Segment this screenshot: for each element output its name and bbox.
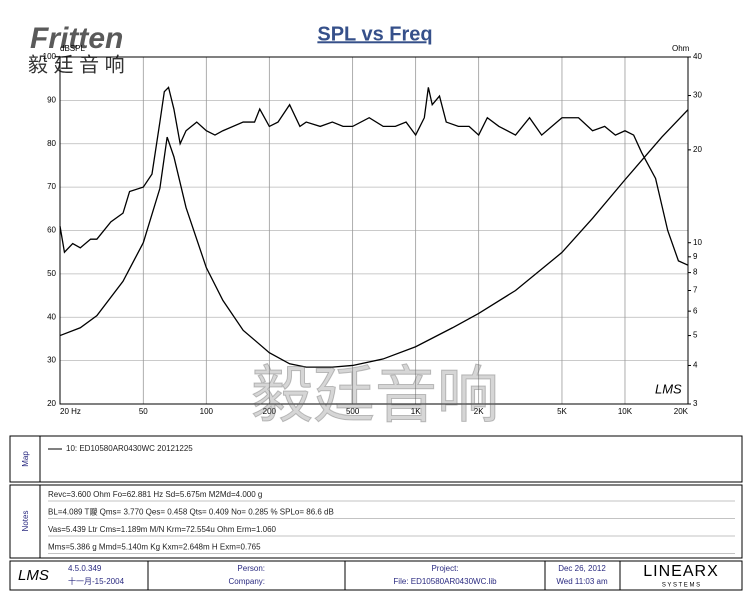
y2-tick-label: 10 — [693, 238, 702, 247]
y2-tick-label: 4 — [693, 361, 698, 370]
logo: Fritten — [30, 22, 123, 55]
y2-tick-label: 6 — [693, 306, 698, 315]
y-tick-label: 30 — [47, 356, 56, 365]
brand-sub: S Y S T E M S — [662, 583, 700, 589]
brand: LINEARX — [643, 563, 718, 580]
y-tick-label: 60 — [47, 226, 56, 235]
x-tick-label: 50 — [139, 407, 148, 416]
y-tick-label: 100 — [43, 52, 57, 61]
note-line: Vas=5.439 Ltr Cms=1.189m M/N Krm=72.554u… — [48, 525, 277, 534]
x-tick-label: 20K — [674, 407, 689, 416]
map-panel — [9, 435, 743, 483]
y-tick-label: 50 — [47, 269, 56, 278]
y2-tick-label: 5 — [693, 331, 698, 340]
footer-logo: LMS — [18, 567, 49, 584]
chart-title: SPL vs Freq — [317, 23, 432, 45]
y-tick-label: 80 — [47, 139, 56, 148]
date: Dec 26, 2012 — [558, 564, 606, 573]
y2-tick-label: 7 — [693, 286, 698, 295]
y-tick-label: 20 — [47, 399, 56, 408]
map-label: Map — [21, 451, 30, 467]
y2-tick-label: 3 — [693, 399, 698, 408]
logo-cn: 毅 廷 音 响 — [28, 53, 125, 76]
series-line — [59, 109, 689, 368]
y2-tick-label: 8 — [693, 268, 698, 277]
x-tick-label: 2K — [474, 407, 484, 416]
x-tick-label: 10K — [618, 407, 633, 416]
y2-axis-label: Ohm — [672, 44, 690, 53]
build-date: 十一月-15-2004 — [68, 576, 125, 586]
plot-mark: LMS — [655, 381, 682, 396]
note-line: Mms=5.386 g Mmd=5.140m Kg Kxm=2.648m H E… — [48, 543, 261, 552]
notes: Revc=3.600 Ohm Fo=62.881 Hz Sd=5.675m M2… — [48, 490, 735, 554]
y-tick-label: 40 — [47, 312, 56, 321]
y2-tick-label: 20 — [693, 145, 702, 154]
x-tick-label: 1K — [411, 407, 421, 416]
y2-tick-label: 40 — [693, 52, 702, 61]
x-tick-label: 500 — [346, 407, 360, 416]
note-line: BL=4.089 T鬷 Qms= 3.770 Qes= 0.458 Qts= 0… — [48, 507, 334, 517]
file: File: ED10580AR0430WC.lib — [393, 577, 497, 586]
notes-label: Notes — [21, 511, 30, 532]
y-tick-label: 70 — [47, 182, 56, 191]
notes-panel — [9, 484, 743, 559]
y2-tick-label: 9 — [693, 252, 698, 261]
x-tick-label: 20 Hz — [60, 407, 81, 416]
legend-entry: 10: ED10580AR0430WC 20121225 — [66, 444, 193, 453]
series-line — [59, 86, 689, 266]
footer — [9, 560, 743, 591]
note-line: Revc=3.600 Ohm Fo=62.881 Hz Sd=5.675m M2… — [48, 490, 262, 499]
company: Company: — [229, 577, 265, 586]
y2-tick-label: 30 — [693, 91, 702, 100]
project: Project: — [431, 564, 458, 573]
y-tick-label: 90 — [47, 95, 56, 104]
x-tick-label: 5K — [557, 407, 567, 416]
version: 4.5.0.349 — [68, 564, 102, 573]
time: Wed 11:03 am — [556, 577, 608, 586]
person: Person: — [237, 564, 265, 573]
x-tick-label: 200 — [263, 407, 277, 416]
y-axis-label: dBSPL — [60, 44, 85, 53]
plot-frame — [59, 56, 689, 405]
x-tick-label: 100 — [200, 407, 214, 416]
watermark: 毅廷音响 — [251, 361, 499, 430]
